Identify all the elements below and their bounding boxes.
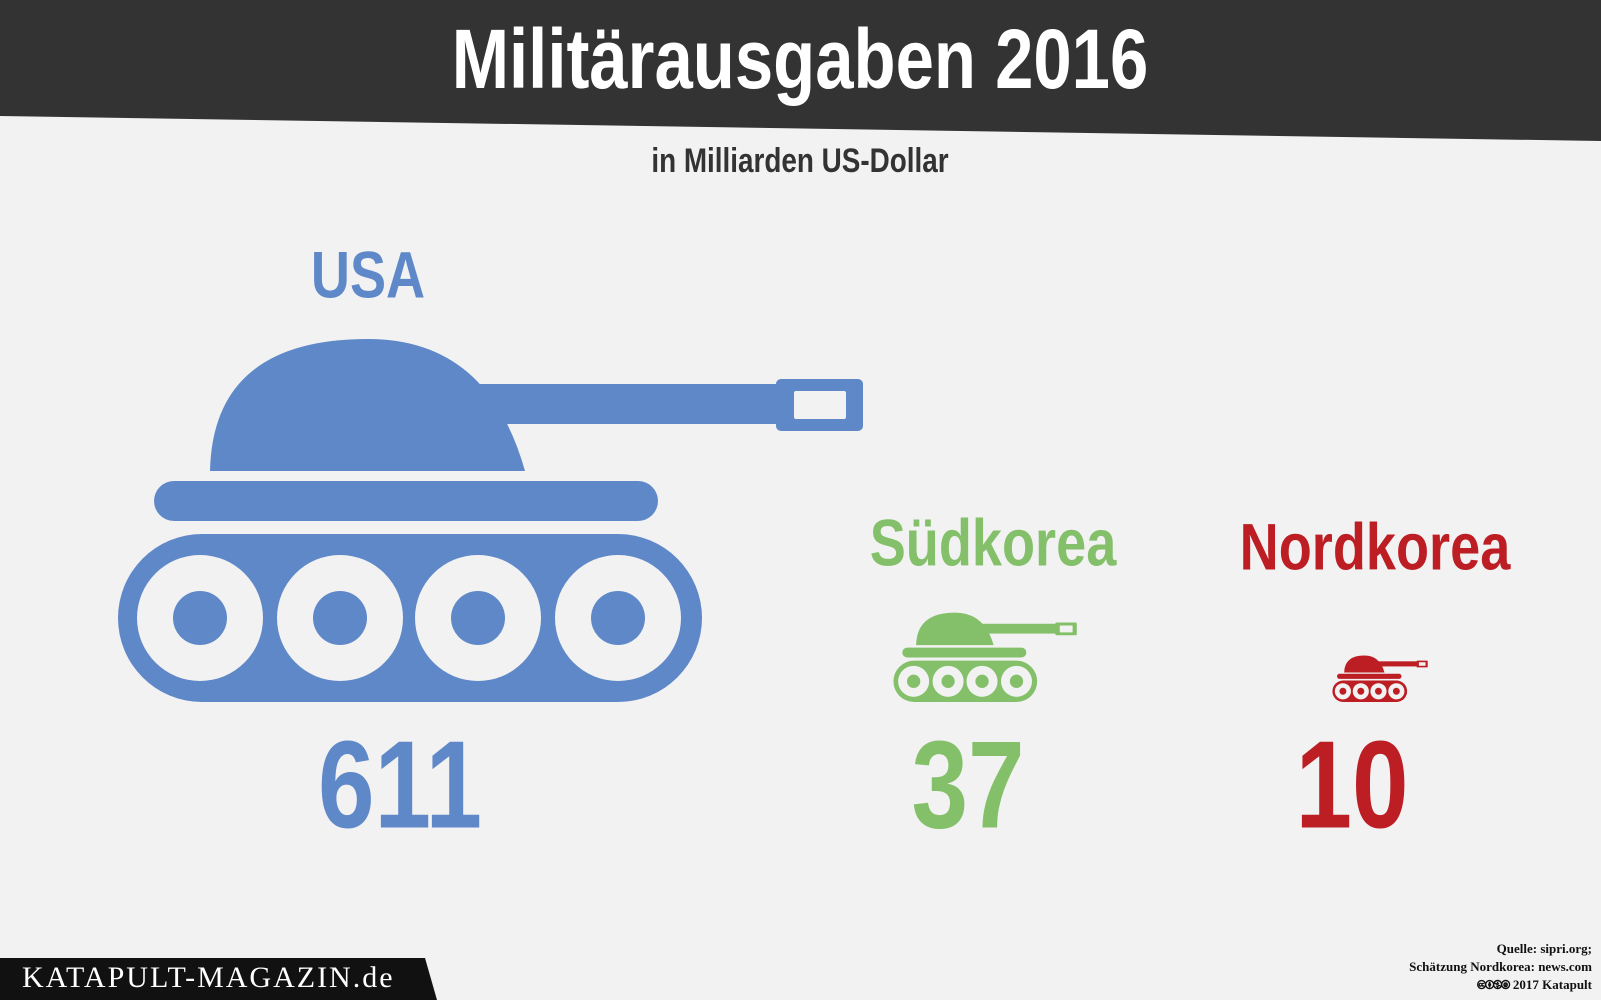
tank-hub — [975, 674, 989, 688]
tank-turret — [210, 339, 525, 471]
tank-fender — [1337, 673, 1402, 679]
tank-track — [893, 660, 1038, 702]
tank-barrel — [982, 623, 1056, 634]
license: 🅭🅯🄏🄍 2017 Katapult — [1477, 977, 1593, 992]
tank-muzzle-hole — [794, 391, 846, 419]
tank-hub — [1375, 687, 1382, 695]
header-band — [0, 0, 1601, 141]
tank-barrel — [478, 384, 778, 424]
tank-hub — [591, 591, 645, 645]
brand: KATAPULT-MAGAZIN.de — [22, 961, 395, 994]
tank-muzzle-hole — [1418, 662, 1426, 666]
tank-turret — [1344, 655, 1385, 673]
tank — [118, 339, 863, 702]
chart-title: Militärausgaben 2016 — [452, 13, 1149, 107]
value-label: 10 — [1295, 716, 1408, 855]
tank-hub — [1357, 687, 1365, 695]
tank-muzzle-hole — [1059, 625, 1073, 633]
category-label: USA — [311, 237, 425, 311]
tank-hub — [313, 591, 367, 645]
tank-fender — [902, 647, 1027, 658]
tank-track — [118, 534, 702, 702]
tank-hub — [1392, 687, 1400, 695]
tank-hub — [451, 591, 505, 645]
category-label: Südkorea — [870, 505, 1117, 579]
tank-fender — [154, 481, 658, 521]
tank-barrel — [1378, 661, 1417, 667]
tank — [1332, 655, 1428, 702]
tank-hub — [173, 591, 227, 645]
tank — [893, 612, 1077, 702]
tank-hub — [906, 674, 921, 688]
value-label: 611 — [318, 716, 482, 855]
chart-subtitle: in Milliarden US-Dollar — [651, 141, 948, 179]
estimate: Schätzung Nordkorea: news.com — [1409, 959, 1592, 974]
value-label: 37 — [911, 716, 1024, 855]
category-label: Nordkorea — [1240, 509, 1511, 583]
source: Quelle: sipri.org; — [1497, 941, 1592, 956]
tank-hub — [1339, 687, 1347, 695]
tank-hub — [1009, 674, 1024, 688]
brand-band — [0, 958, 437, 1000]
tank-hub — [941, 674, 955, 688]
tank-turret — [916, 612, 994, 646]
tank-track — [1332, 680, 1408, 702]
